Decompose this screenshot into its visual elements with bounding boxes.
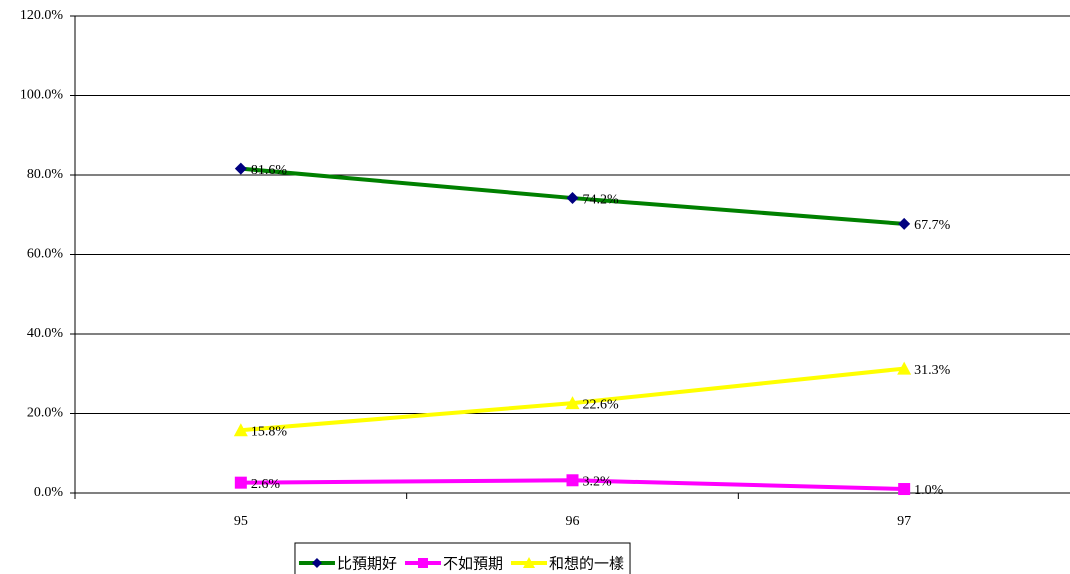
y-tick-label: 0.0% <box>34 485 64 500</box>
marker <box>898 483 911 496</box>
data-label: 74.2% <box>583 192 620 207</box>
legend-box <box>294 542 631 574</box>
y-tick-label: 80.0% <box>27 167 64 182</box>
legend-label: 不如預期 <box>443 555 503 573</box>
data-label: 3.2% <box>583 474 613 489</box>
data-label: 15.8% <box>251 424 287 439</box>
marker <box>234 162 247 175</box>
legend-item: 不如預期 <box>404 555 503 573</box>
data-label: 1.0% <box>914 483 944 498</box>
marker <box>565 396 580 410</box>
marker <box>898 217 911 230</box>
marker <box>523 557 536 568</box>
data-label: 31.3% <box>914 363 951 378</box>
marker <box>566 192 579 205</box>
marker <box>566 474 579 487</box>
marker <box>233 423 248 437</box>
legend-item: 比預期好 <box>298 555 397 573</box>
x-tick-label: 95 <box>234 514 248 529</box>
y-tick-label: 60.0% <box>27 247 64 262</box>
marker <box>897 361 912 375</box>
x-tick-label: 97 <box>897 514 911 529</box>
marker <box>417 558 428 568</box>
data-label: 81.6% <box>251 163 287 178</box>
y-tick-label: 100.0% <box>20 88 64 103</box>
y-tick-label: 120.0% <box>20 8 64 23</box>
data-label: 22.6% <box>583 397 620 412</box>
x-tick-label: 96 <box>566 514 580 529</box>
marker <box>311 558 322 568</box>
data-label: 67.7% <box>914 218 951 233</box>
data-label: 2.6% <box>251 477 280 492</box>
legend-item: 和想的一樣 <box>511 555 624 573</box>
marker <box>234 476 247 489</box>
y-tick-label: 40.0% <box>27 326 64 341</box>
y-tick-label: 20.0% <box>27 406 64 421</box>
legend-label: 比預期好 <box>337 555 397 573</box>
legend: 比預期好 不如預期 和想的一樣 <box>294 542 631 574</box>
legend-label: 和想的一樣 <box>549 555 624 573</box>
